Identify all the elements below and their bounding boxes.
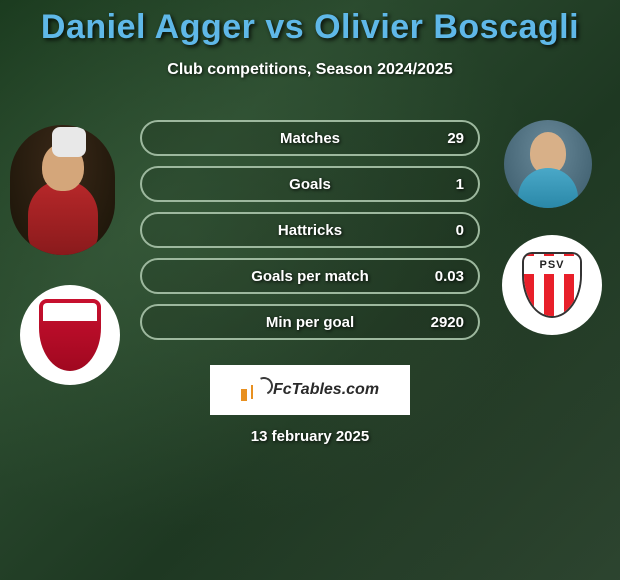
psv-shield-icon — [522, 252, 582, 318]
season-subtitle: Club competitions, Season 2024/2025 — [0, 61, 620, 79]
stat-row-goals: Goals 1 — [140, 166, 480, 202]
club-right-badge — [502, 235, 602, 335]
stat-value-right: 29 — [447, 130, 464, 147]
brand-text: FcTables.com — [273, 381, 379, 399]
stat-value-right: 0.03 — [435, 268, 464, 285]
liverpool-shield-icon — [39, 299, 101, 371]
stat-value-right: 2920 — [431, 314, 464, 331]
fctables-logo-icon — [241, 379, 269, 401]
stat-row-gpm: Goals per match 0.03 — [140, 258, 480, 294]
stat-label: Matches — [280, 130, 340, 147]
stats-container: Matches 29 Goals 1 Hattricks 0 Goals per… — [140, 120, 480, 350]
stat-label: Goals per match — [251, 268, 369, 285]
brand-attribution[interactable]: FcTables.com — [210, 365, 410, 415]
stat-row-matches: Matches 29 — [140, 120, 480, 156]
player-left-avatar — [10, 125, 115, 255]
stat-label: Min per goal — [266, 314, 354, 331]
stat-row-hattricks: Hattricks 0 — [140, 212, 480, 248]
stat-value-right: 0 — [456, 222, 464, 239]
stat-label: Goals — [289, 176, 331, 193]
stat-value-right: 1 — [456, 176, 464, 193]
player-right-avatar — [504, 120, 592, 208]
comparison-title: Daniel Agger vs Olivier Boscagli — [0, 0, 620, 47]
date-label: 13 february 2025 — [0, 428, 620, 445]
stat-row-mpg: Min per goal 2920 — [140, 304, 480, 340]
glove-shape — [52, 127, 86, 157]
stat-label: Hattricks — [278, 222, 342, 239]
club-left-badge — [20, 285, 120, 385]
